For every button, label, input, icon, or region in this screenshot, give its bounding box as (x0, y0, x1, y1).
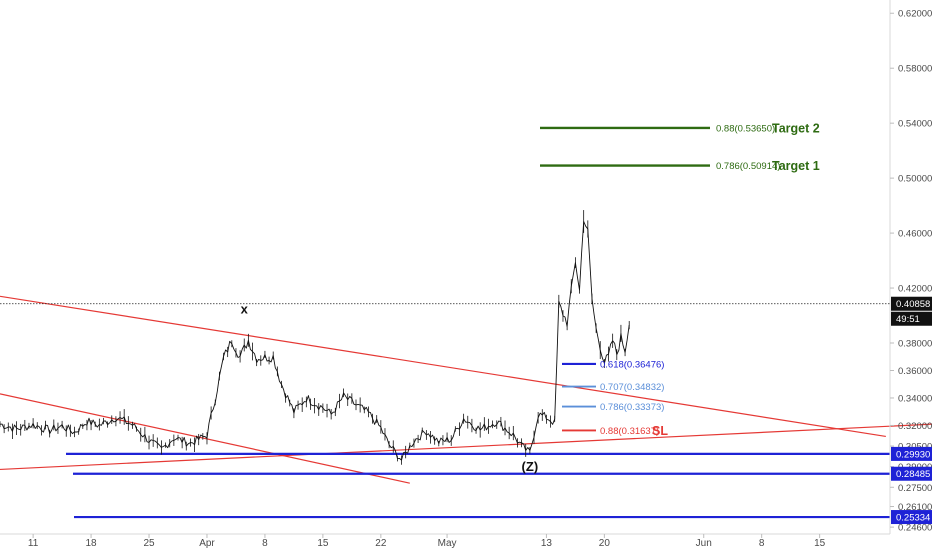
y-tick-label: 0.38000 (898, 339, 932, 350)
countdown-tag: 49:51 (896, 314, 920, 325)
x-tick-label: May (438, 538, 457, 549)
y-tick-label: 0.36000 (898, 366, 932, 377)
level-tag-0-28485: 0.28485 (896, 469, 930, 480)
trendlines-layer (0, 295, 932, 484)
trendline-3 (0, 423, 932, 471)
price-series-line (0, 221, 630, 461)
x-tick-label: 18 (86, 538, 98, 549)
y-tick-label: 0.58000 (898, 64, 932, 75)
trendline-1 (0, 295, 886, 438)
y-tick-label: 0.62000 (898, 9, 932, 20)
fib-level-label-5: 0.786(0.50914) (716, 161, 780, 172)
current-price-tag: 0.40858 (896, 299, 930, 310)
price-layer (0, 210, 630, 465)
axis-tags: 0.40858 49:51 0.29930 0.28485 0.25334 (891, 296, 932, 525)
level-tag-0-29930-bg (891, 446, 932, 461)
fib-level-label-3: 0.786(0.33373) (600, 402, 664, 413)
x-tick-label: Jun (696, 538, 712, 549)
y-tick-label: 0.24600 (898, 523, 932, 534)
wave-label-x: x (241, 301, 249, 316)
x-tick-label: 11 (28, 538, 39, 549)
time-axis[interactable]: 11 18 25 Apr 8 15 22 May 13 20 Jun 8 15 (28, 534, 826, 549)
y-tick-label: 0.50000 (898, 174, 932, 185)
x-tick-label: 8 (759, 538, 765, 549)
fib-level-label-1: 0.618(0.36476) (600, 359, 664, 370)
wave-label-z: (Z) (522, 459, 539, 474)
levels-layer (0, 303, 890, 519)
y-tick-label: 0.26100 (898, 502, 932, 513)
fib-layer: 0.618(0.36476) 0.707(0.34832) 0.786(0.3337… (540, 121, 820, 438)
x-tick-label: 15 (814, 538, 826, 549)
x-tick-label: 13 (541, 538, 553, 549)
y-tick-label: 0.34000 (898, 393, 932, 404)
x-tick-label: 25 (143, 538, 155, 549)
y-tick-label: 0.32000 (898, 421, 932, 432)
y-tick-label: 0.54000 (898, 119, 932, 130)
fib-level-label-6: 0.88(0.53650) (716, 123, 775, 134)
stop-loss-label: SL (652, 424, 668, 438)
y-tick-label: 0.42000 (898, 284, 932, 295)
x-tick-label: 20 (599, 538, 611, 549)
level-tag-0-29930: 0.29930 (896, 449, 930, 460)
x-tick-label: 15 (317, 538, 329, 549)
y-tick-label: 0.46000 (898, 229, 932, 240)
x-tick-label: 8 (262, 538, 268, 549)
y-tick-label: 0.27500 (898, 483, 932, 494)
level-tag-0-28485-bg (891, 466, 932, 481)
target-label-2: Target 2 (772, 121, 820, 135)
target-label-1: Target 1 (772, 159, 820, 173)
annotation-layer: x (Z) (241, 301, 539, 473)
x-tick-label: 22 (375, 538, 387, 549)
level-tag-0-25334-bg (891, 510, 932, 525)
current-price-tag-bg (891, 296, 932, 311)
fib-level-label-4: 0.88(0.31637) (600, 426, 659, 437)
x-tick-label: Apr (199, 538, 215, 549)
fib-level-label-2: 0.707(0.34832) (600, 382, 664, 393)
level-tag-0-25334: 0.25334 (896, 513, 930, 524)
countdown-tag-bg (891, 311, 932, 326)
trendline-2 (0, 393, 410, 484)
